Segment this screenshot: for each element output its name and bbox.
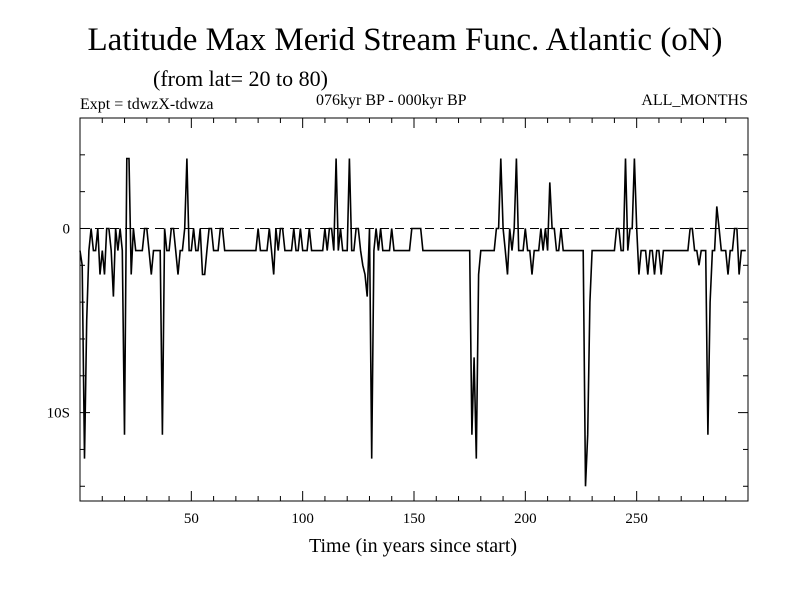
- axes-layer: 50 100 150 200 250 0 10S: [47, 117, 749, 527]
- chart-title: Latitude Max Merid Stream Func. Atlantic…: [87, 22, 723, 58]
- y-tick-label: 10S: [47, 406, 70, 422]
- series-line: [79, 157, 746, 487]
- x-axis-label: Time (in years since start): [308, 535, 518, 557]
- y-tick-label: 0: [63, 221, 71, 237]
- months-label: ALL_MONTHS: [641, 92, 748, 109]
- x-tick-label: 100: [291, 511, 314, 527]
- experiment-label: Expt = tdwzX-tdwza: [80, 96, 214, 113]
- x-tick-label: 150: [403, 511, 426, 527]
- x-tick-label: 50: [184, 511, 199, 527]
- x-tick-label: 200: [514, 511, 537, 527]
- series-layer: [79, 157, 746, 487]
- period-label: 076kyr BP - 000kyr BP: [316, 92, 467, 109]
- chart-subtitle: (from lat= 20 to 80): [153, 66, 328, 91]
- plot-frame: [79, 117, 749, 502]
- x-tick-label: 250: [625, 511, 648, 527]
